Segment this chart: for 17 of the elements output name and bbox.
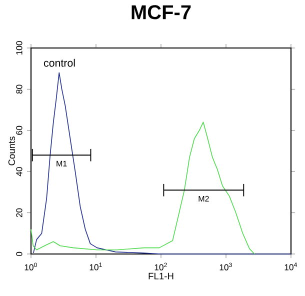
y-tick-label: 100 xyxy=(16,41,22,55)
x-tick-label: 10$^{1}$ xyxy=(90,262,102,270)
y-tick-label: 60 xyxy=(16,126,22,135)
y-tick-label: 20 xyxy=(16,208,22,218)
x-axis-title: FL1-H xyxy=(148,272,174,280)
y-tick-label: 0 xyxy=(16,252,22,256)
x-tick-label: 10$^{4}$ xyxy=(284,262,297,270)
x-tick-label: 10$^{3}$ xyxy=(220,262,232,270)
y-axis-title: Counts xyxy=(8,136,15,166)
series-label: control xyxy=(44,58,75,67)
y-tick-label: 40 xyxy=(16,167,22,176)
x-tick-label: 10$^{0}$ xyxy=(24,262,37,270)
series-label: M2 xyxy=(198,196,209,202)
y-tick-label: 80 xyxy=(16,84,22,94)
series-label: M1 xyxy=(56,160,67,166)
x-tick-label: 10$^{2}$ xyxy=(154,262,167,270)
chart-title: MCF-7 xyxy=(132,5,191,20)
